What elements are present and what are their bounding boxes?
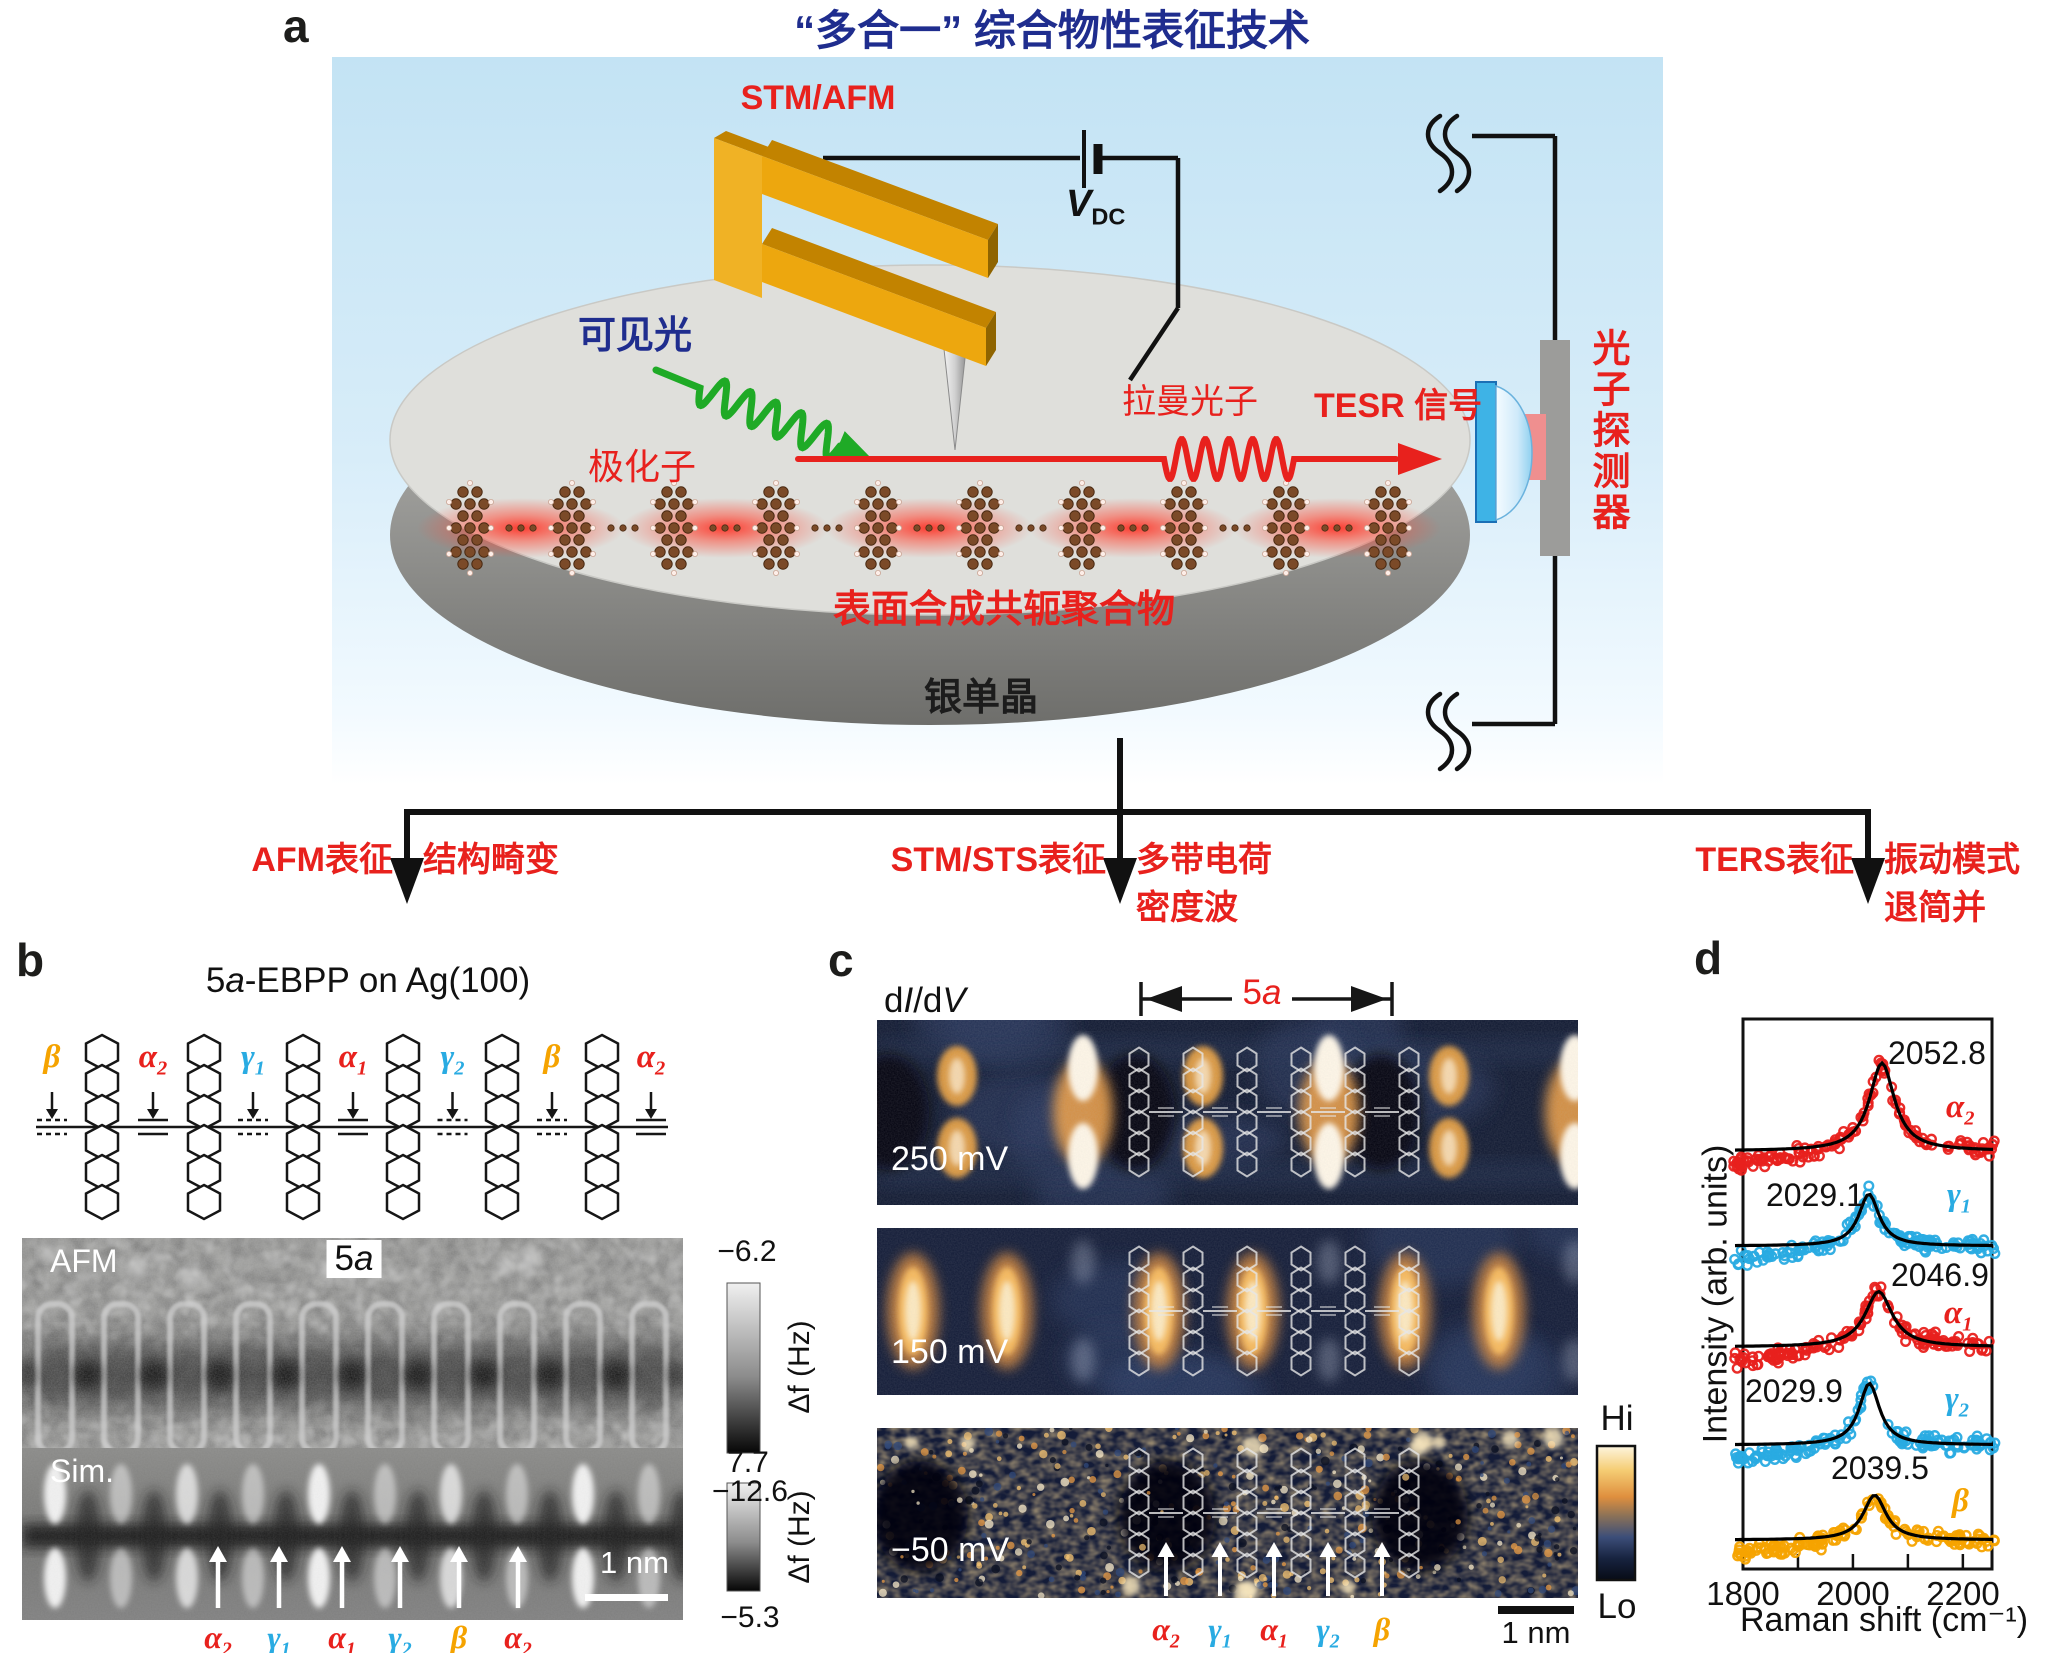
didv-colorbar xyxy=(1595,1444,1637,1582)
signal-out-icon xyxy=(1425,113,1472,194)
sim-colorbar xyxy=(726,1482,761,1592)
plot-frame xyxy=(1741,1017,1994,1571)
spectrum-gamma1 xyxy=(1729,1180,2001,1271)
branch-arrows xyxy=(390,738,1885,904)
stm-afm-sensor xyxy=(714,131,998,451)
unitcell-span-c xyxy=(1139,982,1394,1016)
panel-c xyxy=(877,982,1637,1614)
didv-map-150mv xyxy=(877,1228,1578,1395)
stm-bond-arrows xyxy=(1157,1542,1391,1596)
molecular-structure xyxy=(36,1033,668,1221)
polymer-chain xyxy=(445,479,1413,577)
didv-map-250mv xyxy=(877,1020,1578,1205)
scalebar-b xyxy=(585,1594,668,1601)
photon-detector xyxy=(1472,133,1570,727)
scalebar-c xyxy=(1498,1606,1574,1614)
sim-bond-arrows xyxy=(209,1546,527,1608)
panel-d-chart xyxy=(1728,1017,2001,1571)
visible-light-arrow xyxy=(652,366,872,462)
didv-map-minus50mv xyxy=(877,1428,1578,1598)
spectrum-alpha2 xyxy=(1728,1054,2000,1176)
sim-image xyxy=(22,1448,683,1620)
bias-circuit xyxy=(823,130,1181,382)
signal-out-icon xyxy=(1425,691,1472,772)
spectrum-gamma2 xyxy=(1730,1375,2001,1469)
raman-photon-arrow xyxy=(795,436,1442,482)
panel-a-schematic xyxy=(332,57,1663,785)
panel-b xyxy=(22,1033,761,1620)
afm-colorbar xyxy=(726,1282,761,1454)
spectrum-alpha1 xyxy=(1729,1281,1995,1374)
spectrum-beta xyxy=(1732,1493,2000,1565)
